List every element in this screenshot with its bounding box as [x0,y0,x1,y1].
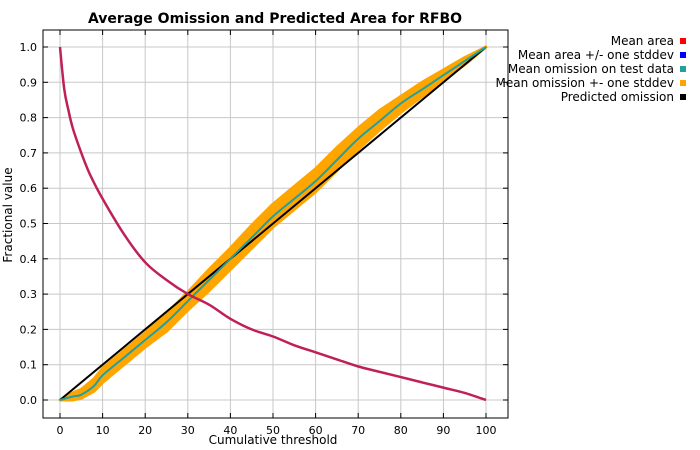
y-tick-label: 0.4 [20,253,38,266]
x-tick-label: 40 [223,424,237,437]
y-tick-label: 0.2 [20,323,38,336]
legend-swatch [680,80,686,86]
y-tick-label: 0.8 [20,112,38,125]
plot-series [58,45,488,402]
x-tick-label: 90 [436,424,450,437]
legend-swatch [680,66,686,72]
y-tick-label: 0.3 [20,288,38,301]
chart-title: Average Omission and Predicted Area for … [88,11,462,27]
legend-label: Mean omission +- one stddev [496,76,675,90]
y-tick-label: 1.0 [20,41,38,54]
x-tick-label: 80 [394,424,408,437]
axis-ticks: 0 10 20 30 40 50 60 70 80 90 100 0.0 0.1 0.2 0.3 0.4 0.5… [20,30,508,437]
y-tick-label: 0.5 [20,218,38,231]
x-tick-label: 100 [476,424,497,437]
mean-area-line [58,46,487,402]
x-tick-label: 60 [309,424,323,437]
y-tick-label: 0.7 [20,147,38,160]
mean-omission-line [59,46,487,401]
x-axis-label: Cumulative threshold [209,433,338,447]
legend-label: Mean omission on test data [508,62,674,76]
x-tick-label: 30 [181,424,195,437]
y-axis-label: Fractional value [1,167,15,262]
legend-label: Mean area [611,34,674,48]
legend-swatch [680,52,686,58]
legend-label: Predicted omission [561,90,674,104]
x-tick-label: 10 [96,424,110,437]
x-tick-label: 70 [351,424,365,437]
legend-swatch [680,38,686,44]
x-tick-label: 50 [266,424,280,437]
x-tick-label: 0 [57,424,64,437]
legend-swatch [680,94,686,100]
y-tick-label: 0.0 [20,394,38,407]
y-tick-label: 0.1 [20,359,38,372]
predicted-omission-line [59,46,487,401]
grid-lines [43,30,508,418]
x-tick-label: 20 [138,424,152,437]
y-tick-label: 0.6 [20,182,38,195]
y-tick-label: 0.9 [20,76,38,89]
legend-label: Mean area +/- one stddev [518,48,674,62]
